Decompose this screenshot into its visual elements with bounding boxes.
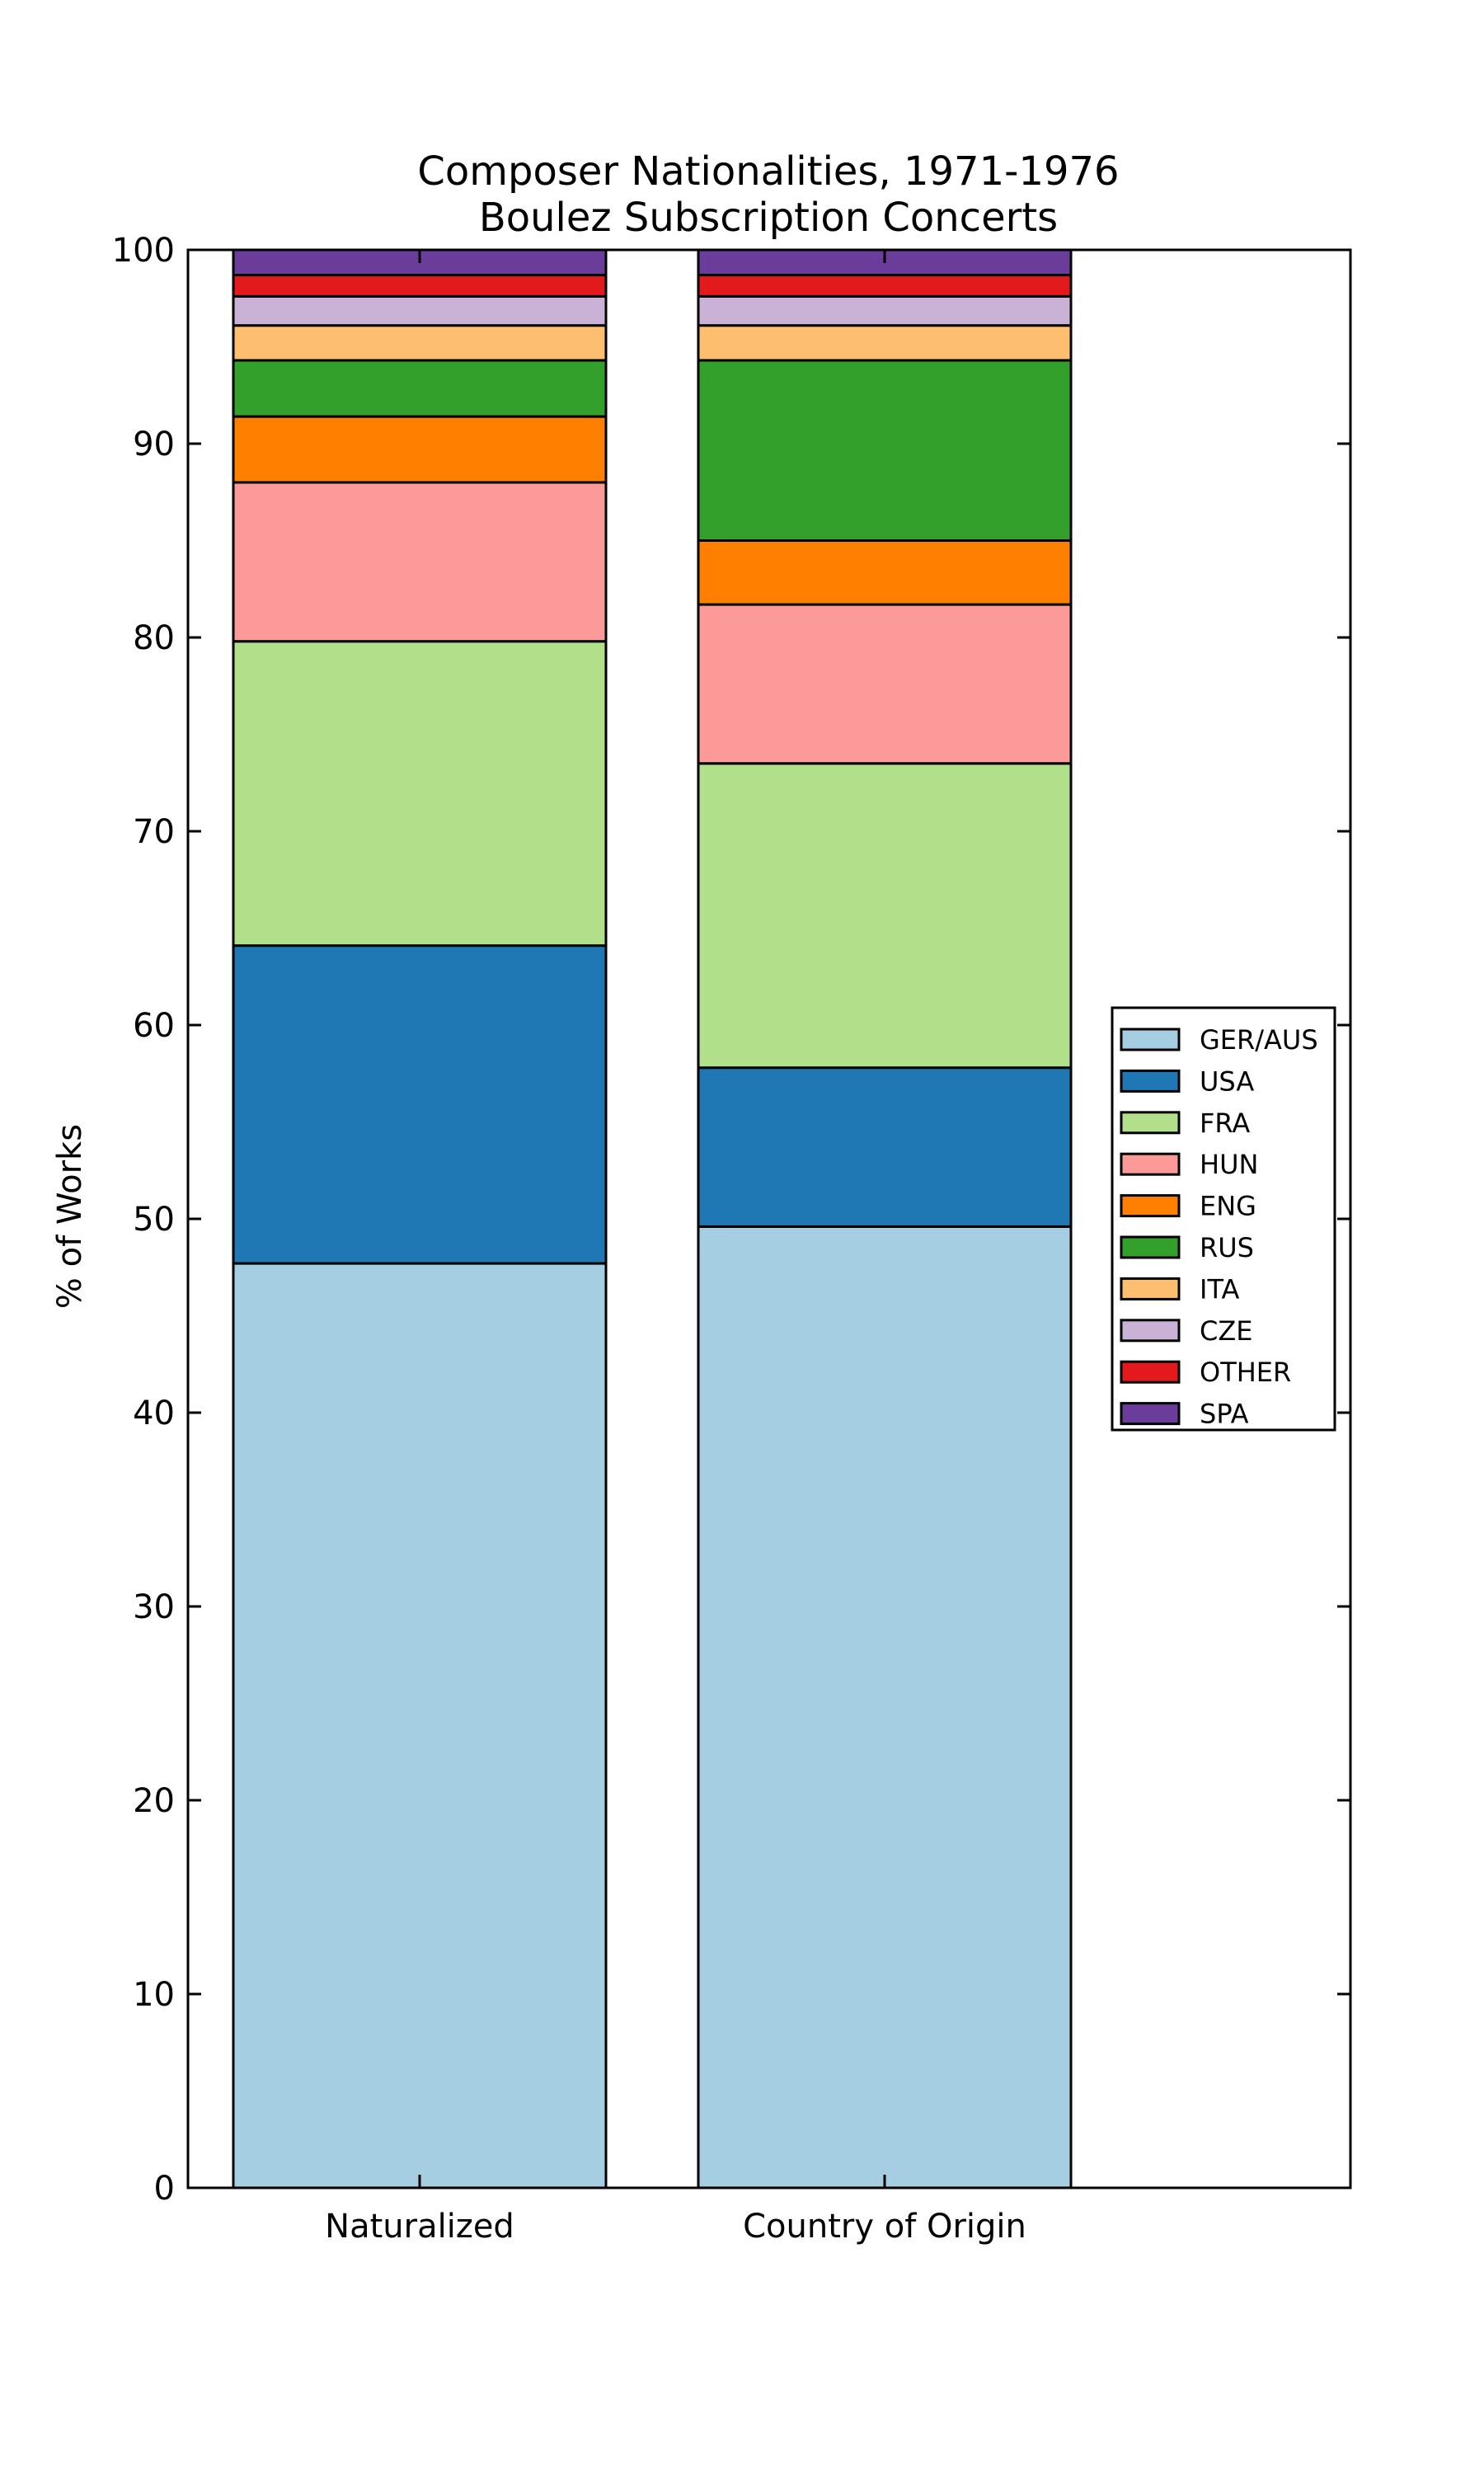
bar-segment-ger-aus-1	[697, 1225, 1073, 2189]
legend-label: FRA	[1200, 1108, 1250, 1139]
y-tick-label: 60	[133, 1007, 175, 1045]
bar-segment-cze-0	[232, 294, 608, 327]
bar-segment-usa-0	[232, 944, 608, 1265]
legend-label: GER/AUS	[1200, 1024, 1318, 1056]
chart-title-line-1: Composer Nationalities, 1971-1976	[417, 148, 1119, 195]
y-tick-label: 80	[133, 619, 175, 657]
bar-segment-ita-0	[232, 324, 608, 362]
legend-swatch	[1120, 1028, 1181, 1051]
legend: GER/AUS USA FRA HUN ENG RUS ITA CZE OTHER SPA	[1111, 1006, 1336, 1432]
legend-swatch	[1120, 1277, 1181, 1300]
legend-swatch	[1120, 1360, 1181, 1384]
chart-title-line-2: Boulez Subscription Concerts	[479, 195, 1058, 241]
legend-swatch	[1120, 1152, 1181, 1176]
legend-label: HUN	[1200, 1149, 1258, 1180]
bar-segment-fra-1	[697, 762, 1073, 1070]
bar-segment-fra-0	[232, 640, 608, 948]
y-tick-label: 10	[133, 1976, 175, 2014]
y-tick-label: 20	[133, 1782, 175, 1820]
legend-label: OTHER	[1200, 1357, 1291, 1388]
legend-label: CZE	[1200, 1315, 1252, 1347]
bar-segment-hun-0	[232, 481, 608, 643]
bar-segment-cze-1	[697, 294, 1073, 327]
y-axis-ticks: 0 10 20 30 40 50 60 70 80 90 100	[112, 232, 1350, 2208]
legend-swatch	[1120, 1235, 1181, 1259]
legend-swatch	[1120, 1194, 1181, 1218]
y-axis-label: % of Works	[51, 1124, 89, 1309]
bar-segment-other-0	[232, 274, 608, 298]
bars-group	[232, 248, 1073, 2189]
plot-frame	[186, 248, 1352, 2189]
bar-segment-eng-1	[697, 539, 1073, 606]
legend-label: SPA	[1200, 1399, 1249, 1430]
legend-swatch	[1120, 1069, 1181, 1093]
x-tick-label: Country of Origin	[743, 2208, 1026, 2246]
y-tick-label: 40	[133, 1395, 175, 1432]
legend-label: RUS	[1200, 1232, 1254, 1263]
bar-segment-hun-1	[697, 603, 1073, 765]
legend-label: ITA	[1200, 1273, 1240, 1305]
legend-label: USA	[1200, 1065, 1254, 1097]
legend-swatch	[1120, 1111, 1181, 1135]
legend-swatch	[1120, 1319, 1181, 1343]
bar-segment-eng-0	[232, 415, 608, 484]
legend-swatch	[1120, 1402, 1181, 1426]
y-tick-label: 90	[133, 426, 175, 463]
bar-segment-other-1	[697, 274, 1073, 298]
x-axis-ticks: Naturalized Country of Origin	[325, 250, 1026, 2246]
y-tick-label: 100	[112, 232, 175, 270]
y-tick-label: 0	[154, 2170, 175, 2208]
y-tick-label: 50	[133, 1201, 175, 1239]
bar-segment-rus-0	[232, 359, 608, 418]
legend-label: ENG	[1200, 1191, 1256, 1222]
bar-segment-ger-aus-0	[232, 1262, 608, 2189]
x-tick-label: Naturalized	[325, 2208, 514, 2246]
y-tick-label: 30	[133, 1588, 175, 1626]
y-tick-label: 70	[133, 813, 175, 851]
bar-segment-ita-1	[697, 324, 1073, 362]
bar-segment-rus-1	[697, 359, 1073, 543]
bar-segment-usa-1	[697, 1066, 1073, 1228]
